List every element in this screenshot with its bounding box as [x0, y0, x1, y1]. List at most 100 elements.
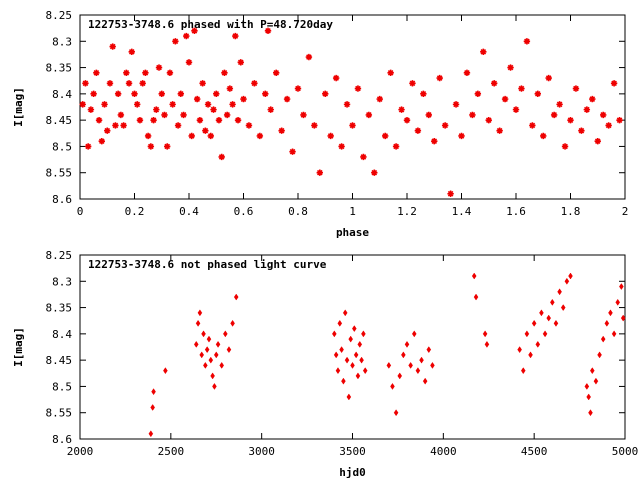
data-point: [158, 90, 165, 98]
data-point: [204, 346, 210, 354]
data-point: [79, 101, 86, 108]
x-tick-label: 0.4: [179, 205, 199, 218]
data-point: [223, 330, 228, 338]
unphased-plot: 2000 2500 3000 3500 4000 4500 5000 8.25 8.3 8.35 8…: [12, 249, 638, 479]
x-tick-label: 0.6: [234, 205, 254, 218]
data-point: [420, 90, 427, 98]
data-point: [163, 143, 171, 150]
data-point: [553, 319, 559, 327]
data-point: [213, 90, 220, 98]
data-point: [409, 80, 416, 87]
data-point: [518, 85, 525, 92]
data-point: [333, 351, 339, 359]
data-point: [458, 132, 465, 140]
data-point: [350, 361, 355, 369]
data-point: [352, 325, 357, 333]
data-point: [401, 351, 406, 359]
data-point: [300, 111, 307, 119]
data-point: [447, 190, 454, 197]
data-point: [550, 111, 558, 119]
data-point: [177, 90, 185, 98]
data-point: [148, 430, 154, 438]
data-point: [174, 122, 182, 129]
data-point: [104, 127, 111, 134]
data-point: [114, 90, 122, 98]
data-point: [98, 137, 106, 145]
data-point: [531, 319, 537, 327]
data-point: [535, 340, 541, 348]
data-point: [528, 351, 533, 359]
data-point: [441, 122, 449, 129]
data-point: [237, 59, 244, 66]
data-point: [422, 377, 428, 385]
data-point: [223, 111, 231, 119]
data-point: [240, 95, 247, 103]
plot-frame: [79, 14, 626, 200]
data-point: [485, 116, 492, 124]
data-point: [262, 90, 269, 98]
data-point: [106, 80, 114, 87]
data-point: [357, 340, 363, 348]
data-point: [619, 283, 624, 290]
y-tick-label: 8.4: [52, 328, 72, 341]
y-tick-label: 8.4: [52, 88, 72, 101]
x-tick-label: 4000: [430, 445, 457, 458]
data-point: [593, 377, 599, 385]
x-tick-label: 0: [77, 205, 84, 218]
data-point: [589, 367, 595, 375]
plot-title: 122753-3748.6 not phased light curve: [88, 258, 327, 271]
data-point: [234, 116, 242, 124]
data-point: [219, 361, 225, 369]
data-point: [172, 38, 179, 45]
data-point: [517, 346, 522, 354]
data-point: [599, 111, 607, 119]
data-point: [134, 101, 141, 108]
phased-plot: 0 0.2 0.4 0.6 0.8 1 1.2 1.4 1.6 1.8 2 8.25 8.3 8.35 8.…: [12, 9, 628, 239]
x-tick-label: 1.2: [397, 205, 417, 218]
data-point: [583, 106, 591, 113]
data-point: [199, 351, 205, 359]
data-point: [578, 127, 585, 134]
data-point: [193, 340, 199, 348]
data-point: [232, 32, 239, 40]
y-axis-label: I[mag]: [12, 87, 25, 127]
data-point: [605, 122, 612, 129]
data-point: [289, 148, 296, 155]
data-point: [142, 69, 149, 77]
data-point: [604, 319, 610, 327]
data-point: [355, 372, 361, 380]
data-point: [397, 372, 403, 380]
x-tick-label: 1.6: [506, 205, 526, 218]
data-point: [169, 101, 176, 108]
data-point: [426, 346, 432, 354]
data-point: [153, 106, 160, 113]
data-point: [338, 143, 345, 150]
data-point: [311, 122, 318, 129]
data-point: [419, 356, 424, 364]
data-point: [101, 101, 108, 108]
data-point: [201, 330, 206, 338]
data-point: [87, 106, 95, 113]
data-point: [283, 95, 291, 103]
data-point: [376, 95, 383, 103]
data-point: [229, 101, 236, 108]
data-point: [203, 361, 208, 369]
data-point: [354, 85, 362, 92]
data-point: [215, 340, 221, 348]
data-point: [567, 116, 574, 124]
data-point: [584, 382, 590, 390]
data-point: [523, 38, 531, 45]
y-tick-label: 8.5: [52, 380, 72, 393]
x-axis-label: hjd0: [339, 466, 366, 479]
data-point: [221, 69, 228, 77]
data-point: [339, 346, 344, 354]
data-point: [150, 116, 157, 124]
data-point: [202, 127, 209, 134]
data-point: [185, 59, 193, 66]
data-point: [430, 361, 435, 369]
data-point: [196, 116, 204, 124]
data-point: [144, 132, 152, 140]
data-point: [150, 404, 155, 411]
